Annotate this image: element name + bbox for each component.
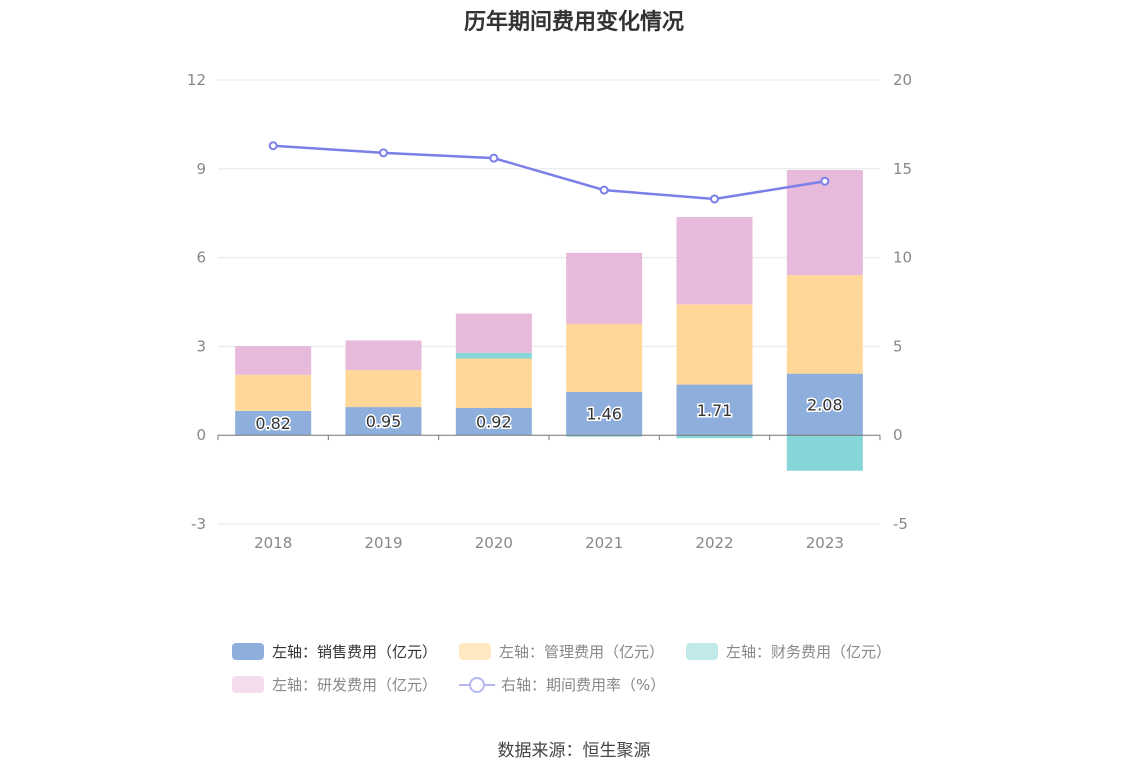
x-tick-label: 2020	[475, 534, 513, 552]
legend-swatch-finance	[686, 643, 719, 660]
chart-canvas: 12 9 6 3 0 -3 20 15 10 5 0 -5 0.82 0.95 0.92 1.46 1.71 2.…	[187, 71, 912, 552]
legend-item-rate[interactable]: 右轴：期间费用率（%）	[459, 674, 665, 695]
x-tick-label: 2023	[806, 534, 844, 552]
y-right-tick-label: 20	[893, 71, 912, 89]
bar-segment-2021	[566, 323, 643, 392]
y-right-tick-label: -5	[893, 515, 908, 533]
bar-segment-2023	[786, 373, 863, 436]
y-right-tick-label: 0	[893, 426, 903, 444]
bar-data-label: 2.08	[807, 395, 843, 414]
legend-swatch-sales	[232, 643, 264, 660]
y-left-tick-label: 3	[196, 337, 206, 355]
bar-segment-2019	[345, 407, 422, 436]
legend-item-sales[interactable]: 左轴：销售费用（亿元）	[232, 641, 437, 662]
bar-segment-2018	[235, 374, 312, 411]
line-point-2019	[379, 148, 388, 158]
bar-segment-2023	[786, 169, 863, 276]
bar-segment-2022	[676, 384, 753, 436]
legend-label-admin: 左轴：管理费用（亿元）	[499, 643, 665, 661]
x-tick-label: 2019	[364, 534, 402, 552]
y-left-tick-label: 0	[196, 426, 206, 444]
y-right-tick-label: 10	[893, 249, 912, 267]
bar-segment-2022	[676, 435, 753, 439]
bar-segment-2020	[455, 352, 532, 359]
bar-data-label: 0.95	[366, 412, 402, 431]
line-point-2023	[820, 176, 830, 186]
y-left-tick-label: 6	[196, 249, 206, 267]
y-left-tick-label: 9	[196, 160, 206, 178]
bar-segment-2020	[455, 358, 532, 408]
legend-label-finance: 左轴：财务费用（亿元）	[726, 643, 892, 661]
legend: 左轴：销售费用（亿元） 左轴：管理费用（亿元） 左轴：财务费用（亿元） 左轴：研…	[232, 638, 932, 704]
bar-segment-2018	[235, 410, 312, 436]
legend-label-sales: 左轴：销售费用（亿元）	[272, 643, 438, 661]
chart-title: 历年期间费用变化情况	[463, 10, 684, 35]
line-point-2020	[489, 153, 499, 163]
legend-swatch-admin	[459, 643, 492, 660]
legend-line-icon	[459, 676, 496, 693]
bar-segment-2022	[676, 217, 753, 305]
line-series-rate	[273, 144, 826, 201]
legend-item-rnd[interactable]: 左轴：研发费用（亿元）	[232, 674, 437, 695]
bar-segment-2021	[566, 252, 643, 324]
y-right-tick-label: 15	[893, 160, 912, 178]
y-right-tick-label: 5	[893, 337, 903, 355]
bar-data-label: 0.92	[476, 413, 512, 432]
bar-segment-2021	[566, 435, 643, 437]
line-point-2021	[599, 185, 609, 195]
bar-segment-2018	[235, 346, 312, 375]
x-tick-label: 2022	[695, 534, 733, 552]
y-left-tick-label: 12	[187, 71, 206, 89]
legend-label-rnd: 左轴：研发费用（亿元）	[272, 676, 438, 694]
x-tick-label: 2018	[254, 534, 292, 552]
bar-segment-2019	[345, 340, 422, 371]
bar-segment-2019	[345, 370, 422, 408]
line-point-2018	[268, 141, 278, 151]
x-tick-label: 2021	[585, 534, 623, 552]
bar-data-label: 1.46	[586, 405, 622, 424]
legend-swatch-rnd	[232, 676, 264, 693]
bar-segment-2020	[455, 407, 532, 436]
legend-item-admin[interactable]: 左轴：管理费用（亿元）	[459, 641, 664, 662]
bar-data-label: 0.82	[255, 414, 291, 433]
legend-item-finance[interactable]: 左轴：财务费用（亿元）	[686, 641, 891, 662]
legend-label-rate: 右轴：期间费用率（%）	[501, 676, 666, 694]
bar-data-label: 1.71	[697, 401, 733, 420]
source-note: 数据来源：恒生聚源	[497, 741, 651, 761]
bar-segment-2023	[786, 435, 863, 471]
bar-segment-2023	[786, 275, 863, 374]
bar-segment-2020	[455, 313, 532, 353]
line-point-2022	[710, 194, 719, 204]
y-left-tick-label: -3	[191, 515, 206, 533]
bar-segment-2021	[566, 391, 643, 436]
bar-segment-2022	[676, 304, 753, 385]
